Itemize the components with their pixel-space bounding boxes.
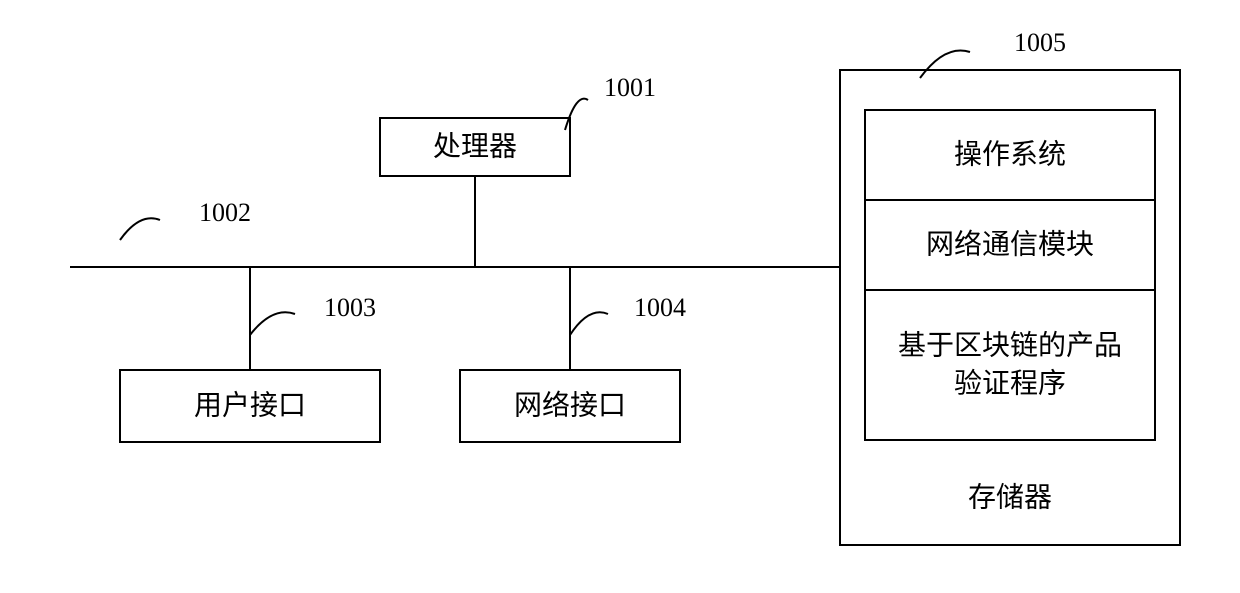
user-interface-ref: 1003 [324, 293, 376, 322]
memory-inner-2-line-1: 验证程序 [954, 367, 1066, 399]
bus-ref: 1002 [199, 198, 251, 227]
processor-label: 处理器 [433, 130, 517, 162]
memory-inner-1-label: 网络通信模块 [926, 228, 1094, 260]
leader-line [570, 312, 608, 335]
memory-label: 存储器 [968, 481, 1052, 513]
leader-line [250, 312, 295, 335]
user-interface-label: 用户接口 [194, 389, 306, 421]
memory-inner-0-label: 操作系统 [954, 138, 1066, 170]
network-interface-ref: 1004 [634, 293, 686, 322]
network-interface-label: 网络接口 [514, 389, 626, 421]
leader-line [120, 218, 160, 240]
memory-ref: 1005 [1014, 28, 1066, 57]
processor-ref: 1001 [604, 73, 656, 102]
memory-inner-2 [865, 290, 1155, 440]
architecture-diagram: 处理器 1001 用户接口 1003 1002 网络接口 1004 操作系统网络通信模块基于区… [0, 0, 1240, 593]
memory-inner-2-line-0: 基于区块链的产品 [898, 330, 1122, 362]
